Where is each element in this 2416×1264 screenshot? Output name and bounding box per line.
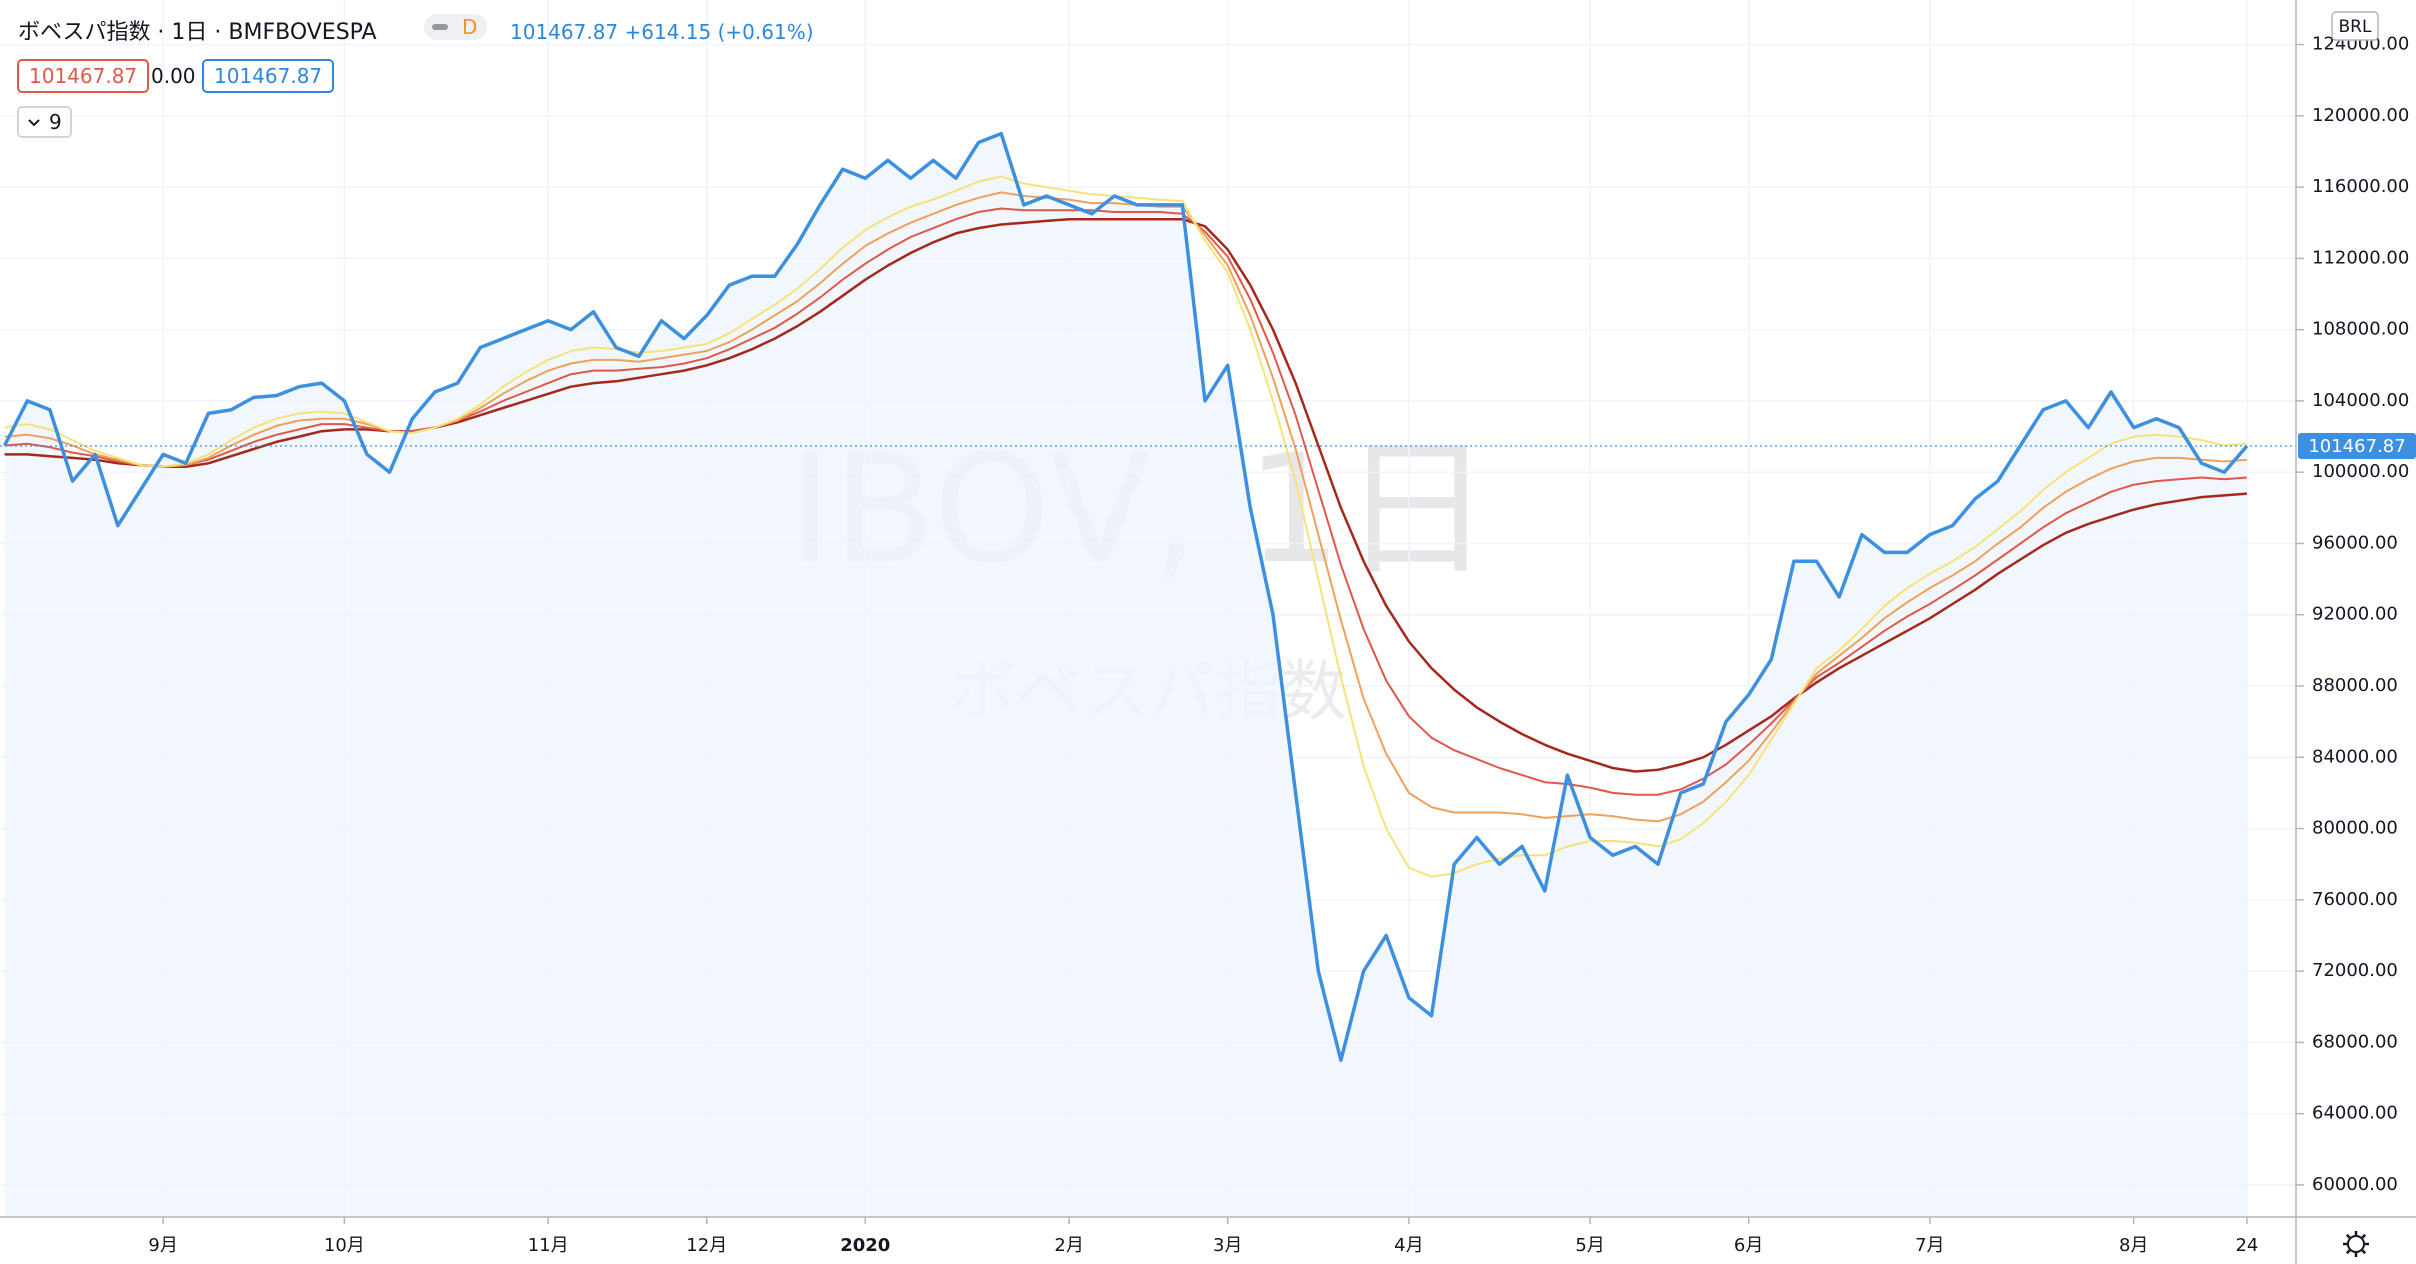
last-value: 101467.87 xyxy=(510,20,619,44)
x-tick-label: 2月 xyxy=(1054,1235,1083,1256)
x-tick-label: 5月 xyxy=(1575,1235,1604,1256)
x-tick-label: 24 xyxy=(2235,1235,2258,1256)
price-tag xyxy=(2298,433,2416,460)
gear-tooth xyxy=(2345,1249,2351,1255)
currency-label: BRL xyxy=(2339,17,2372,37)
y-tick-label: 76000.00 xyxy=(2312,889,2398,910)
x-tick-label: 6月 xyxy=(1734,1235,1763,1256)
y-tick-label: 96000.00 xyxy=(2312,532,2398,553)
y-tick-label: 64000.00 xyxy=(2312,1103,2398,1124)
y-tick-label: 84000.00 xyxy=(2312,746,2398,767)
y-tick-label: 68000.00 xyxy=(2312,1031,2398,1052)
gear-ring xyxy=(2347,1235,2365,1253)
line xyxy=(3,131,2249,1062)
x-tick-label: 7月 xyxy=(1915,1235,1944,1256)
line xyxy=(4,207,2247,796)
y-tick-label: 120000.00 xyxy=(2312,105,2409,126)
x-tick-label: 8月 xyxy=(2119,1235,2148,1256)
indicator-value: 0.00 xyxy=(151,64,196,88)
settings-icon[interactable] xyxy=(2343,1231,2369,1257)
indicator-length[interactable]: 9 xyxy=(17,106,72,138)
x-tick-label: 10月 xyxy=(324,1235,365,1256)
y-tick-label: 112000.00 xyxy=(2312,247,2409,268)
change-value: +614.15 xyxy=(624,20,712,44)
y-tick-label: 88000.00 xyxy=(2312,675,2398,696)
symbol-title: ボベスパ指数 · 1日 · BMFBOVESPA xyxy=(18,20,377,45)
y-tick-label: 60000.00 xyxy=(2312,1174,2398,1195)
y-tick-label: 104000.00 xyxy=(2312,390,2409,411)
x-tick-label: 4月 xyxy=(1394,1235,1423,1256)
y-tick-label: 80000.00 xyxy=(2312,818,2398,839)
gear-tooth xyxy=(2361,1233,2367,1239)
indicator-value: 101467.87 xyxy=(17,59,150,93)
x-tick-label: 9月 xyxy=(148,1235,177,1256)
gear-tooth xyxy=(2345,1233,2351,1239)
change-percent: (+0.61%) xyxy=(717,20,814,44)
area xyxy=(4,133,2247,1218)
currency-box xyxy=(2331,11,2379,41)
x-tick-label: 3月 xyxy=(1213,1235,1242,1256)
line xyxy=(4,175,2247,878)
y-tick-label: 92000.00 xyxy=(2312,604,2398,625)
y-tick-label: 100000.00 xyxy=(2312,461,2409,482)
indicator-value: 101467.87 xyxy=(202,59,335,93)
gear-tooth xyxy=(2361,1249,2367,1255)
price-readout: 101467.87 +614.15 (+0.61%) xyxy=(510,20,814,44)
y-tick-label: 116000.00 xyxy=(2312,176,2409,197)
x-tick-label: 11月 xyxy=(528,1235,569,1256)
y-tick-label: 72000.00 xyxy=(2312,960,2398,981)
x-tick-label: 12月 xyxy=(686,1235,727,1256)
interval-badge[interactable]: D xyxy=(424,14,488,40)
price-tag-label: 101467.87 xyxy=(2308,436,2405,457)
x-tick-label: 2020 xyxy=(840,1235,890,1256)
y-tick-label: 108000.00 xyxy=(2312,319,2409,340)
